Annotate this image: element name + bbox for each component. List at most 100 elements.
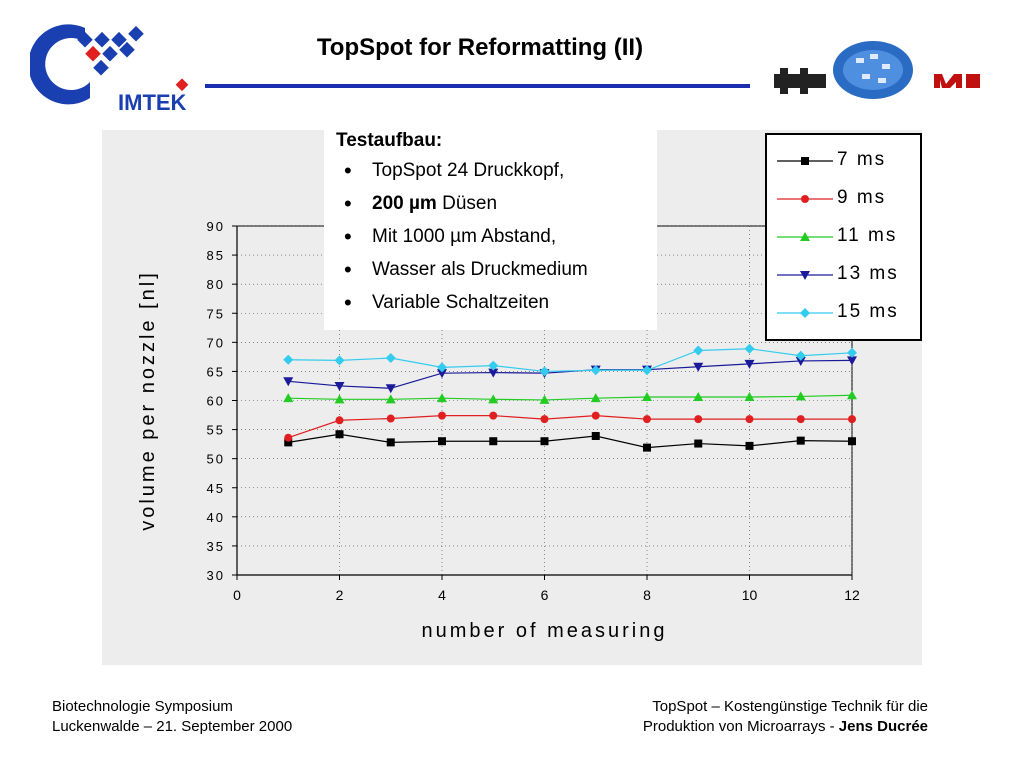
series-line: [288, 348, 853, 373]
data-point: [847, 390, 857, 400]
data-point: [796, 436, 805, 445]
data-point: [795, 391, 806, 401]
legend-label: 13 ms: [837, 263, 899, 284]
list-item-text: Wasser als Druckmedium: [372, 259, 588, 280]
list-item: • 200 µm Düsen: [344, 193, 588, 226]
data-point: [334, 355, 345, 366]
data-point: [283, 354, 294, 365]
series-line: [288, 415, 852, 439]
data-point: [643, 443, 651, 452]
y-tick-label: 45: [207, 481, 225, 496]
data-point: [539, 394, 550, 404]
series-0: [284, 430, 856, 452]
footer-topic-line2: Produktion von Microarrays - Jens Ducrée: [643, 717, 928, 737]
x-axis-label: number of measuring: [422, 620, 668, 642]
y-tick-label: 50: [207, 452, 225, 467]
title-rule: [205, 84, 750, 88]
data-point: [488, 394, 499, 404]
list-item: • TopSpot 24 Druckkopf,: [344, 160, 588, 193]
data-point: [540, 437, 549, 446]
data-point: [796, 415, 805, 424]
data-point: [489, 437, 498, 446]
bullet-icon: •: [344, 257, 352, 282]
legend-swatch: [777, 157, 833, 165]
footer-topic-text: Produktion von Microarrays -: [642, 718, 839, 735]
list-item-text: Mit 1000 µm Abstand,: [372, 226, 557, 247]
data-point: [744, 392, 755, 402]
legend-swatch: [777, 308, 833, 318]
list-item-text: TopSpot 24 Druckkopf,: [372, 160, 565, 181]
data-point: [283, 393, 294, 403]
footer-topic: TopSpot – Kostengünstige Technik für die: [652, 698, 928, 715]
hsg-imit-logo-icon: [774, 41, 980, 99]
data-point: [335, 416, 344, 425]
imtek-logo-icon: [28, 24, 189, 105]
x-tick-label: 6: [541, 587, 549, 603]
footer-right: TopSpot – Kostengünstige Technik für die…: [643, 697, 928, 737]
legend-label: 9 ms: [837, 187, 887, 208]
data-point: [848, 415, 856, 424]
chart-legend: 7 ms 9 ms 11 ms 13 ms 15 ms: [765, 133, 922, 341]
list-item: • Variable Schaltzeiten: [344, 292, 588, 325]
test-setup-list: • TopSpot 24 Druckkopf, • 200 µm Düsen • Mi…: [344, 160, 588, 325]
list-item-bold: 200 µm: [372, 193, 437, 214]
data-point: [283, 377, 294, 387]
footer-left: Biotechnologie Symposium Luckenwalde – 2…: [52, 697, 292, 737]
data-point: [745, 415, 754, 424]
data-point: [539, 366, 550, 377]
data-point: [848, 437, 856, 446]
data-point: [386, 438, 395, 447]
data-point: [642, 392, 652, 402]
y-tick-label: 65: [207, 364, 225, 379]
y-tick-label: 35: [207, 539, 225, 554]
list-item: • Mit 1000 µm Abstand,: [344, 226, 588, 259]
y-tick-label: 30: [207, 568, 225, 583]
legend-swatch: [777, 271, 833, 280]
legend-swatch: [777, 195, 833, 203]
data-point: [694, 415, 703, 424]
series-line: [288, 394, 853, 401]
data-point: [385, 394, 396, 404]
legend-item: 9 ms: [775, 185, 915, 209]
x-tick-label: 0: [233, 587, 241, 603]
data-point: [437, 393, 447, 403]
data-point: [847, 356, 857, 366]
data-point: [590, 365, 601, 376]
test-setup-box: Testaufbau: • TopSpot 24 Druckkopf, • 200 …: [324, 124, 657, 330]
series-2: [283, 390, 857, 404]
page-title: TopSpot for Reformatting (II): [316, 34, 644, 61]
y-tick-label: 75: [207, 306, 225, 321]
y-tick-label: 80: [207, 277, 225, 292]
legend-label: 11 ms: [837, 225, 898, 246]
data-point: [489, 411, 498, 420]
data-point: [334, 394, 345, 404]
data-point: [744, 343, 755, 354]
y-tick-label: 90: [207, 219, 225, 234]
data-point: [488, 360, 499, 371]
data-point: [745, 441, 754, 450]
y-tick-label: 70: [207, 335, 225, 350]
x-tick-label: 12: [844, 587, 860, 603]
y-tick-label: 85: [207, 248, 225, 263]
data-point: [386, 414, 395, 423]
data-point: [795, 356, 806, 366]
y-tick-label: 60: [207, 394, 225, 409]
data-point: [385, 353, 396, 364]
legend-label: 15 ms: [837, 301, 899, 322]
legend-item: 11 ms: [775, 223, 915, 247]
data-point: [385, 384, 396, 394]
bullet-icon: •: [344, 224, 352, 249]
y-tick-label: 40: [207, 510, 225, 525]
y-tick-label: 55: [207, 423, 225, 438]
series-1: [284, 411, 856, 442]
bullet-icon: •: [344, 158, 352, 183]
data-point: [642, 365, 652, 376]
list-item-text: Düsen: [436, 193, 498, 214]
imtek-logo-text: IMTEK: [118, 90, 187, 115]
data-point: [334, 381, 345, 391]
list-item-text: Variable Schaltzeiten: [372, 292, 550, 313]
legend-item: 13 ms: [775, 261, 915, 285]
data-point: [643, 415, 651, 424]
hsg-imit-logo: [770, 40, 985, 110]
data-point: [591, 411, 600, 420]
